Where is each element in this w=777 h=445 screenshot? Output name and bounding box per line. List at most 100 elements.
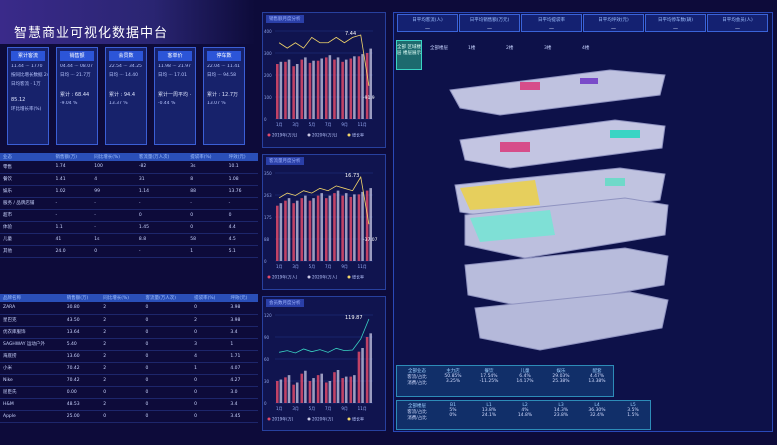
table-row[interactable]: 屈臣氏 0.00 0 0 0 3.0: [0, 386, 258, 399]
stat-item[interactable]: 全部楼层 客流/占比 消费/占比: [398, 403, 436, 429]
bar[interactable]: [333, 193, 336, 261]
bar[interactable]: [325, 57, 328, 119]
bar[interactable]: [279, 203, 283, 261]
column-header[interactable]: 客流量(万人次): [142, 294, 192, 302]
bar[interactable]: [304, 370, 307, 403]
bar[interactable]: [312, 378, 315, 403]
bar[interactable]: [333, 59, 336, 119]
column-header[interactable]: 坪效(元): [225, 153, 258, 161]
bar[interactable]: [369, 333, 372, 403]
stat-item[interactable]: L3 14.3% 23.8%: [542, 403, 580, 429]
floor-3[interactable]: [454, 167, 666, 223]
bar[interactable]: [365, 190, 369, 261]
kpi-card[interactable]: 客单价 11.98 ··· 21.97 日均 ··· 17.01 累计一周平均 · -0…: [154, 47, 196, 145]
column-header[interactable]: 同比增长(%): [91, 153, 136, 161]
column-header[interactable]: 提袋率(%): [191, 294, 228, 302]
bar[interactable]: [336, 370, 340, 403]
bar[interactable]: [320, 193, 323, 261]
bar[interactable]: [341, 195, 344, 261]
bar[interactable]: [328, 195, 332, 261]
stat-item[interactable]: 餐饮 17.54% -11.25%: [470, 368, 508, 394]
bar[interactable]: [287, 198, 291, 261]
stat-item[interactable]: L4 36.30% 32.4%: [578, 403, 616, 429]
bar[interactable]: [361, 191, 364, 261]
table-row[interactable]: Nike 70.42 2 0 0 4.27: [0, 374, 258, 387]
legend-label[interactable]: 增长率: [352, 132, 364, 138]
legend-label[interactable]: 2020年(万): [312, 416, 334, 422]
stat-item[interactable]: 儿童 6.4% 14.17%: [506, 368, 544, 394]
table-row[interactable]: 超市 - -0 0 0: [0, 209, 258, 222]
column-header[interactable]: 坪效(元): [227, 294, 258, 302]
floor-2[interactable]: [464, 197, 669, 259]
bar[interactable]: [325, 198, 328, 261]
table-row[interactable]: 其他 24.0 0-1 5.1: [0, 245, 258, 258]
header-tab[interactable]: 日平均会员(人) —: [707, 14, 768, 32]
bar[interactable]: [316, 60, 320, 119]
table-row[interactable]: 餐饮 1.41 4 31 8 1.08: [0, 173, 258, 186]
column-header[interactable]: 销售额(万): [63, 294, 101, 302]
bar[interactable]: [365, 53, 369, 119]
bar[interactable]: [333, 372, 336, 403]
bar[interactable]: [357, 56, 361, 119]
table-row[interactable]: 儿童 41 1s 8.8 58 4.5: [0, 233, 258, 246]
bar[interactable]: [320, 58, 323, 120]
bar[interactable]: [276, 64, 279, 119]
floor-tab[interactable]: 3楼: [544, 46, 552, 51]
stat-item[interactable]: 配套 4.47% 13.38%: [578, 368, 616, 394]
floor-5[interactable]: [449, 69, 666, 116]
bar[interactable]: [349, 196, 353, 261]
table-row[interactable]: 优衣库服饰 13.64 2 0 0 3.4: [0, 326, 258, 339]
table-row[interactable]: Apple 25.00 0 0 0 3.45: [0, 410, 258, 423]
bar[interactable]: [304, 195, 307, 261]
table-row[interactable]: H&M 48.53 2 0 0 3.4: [0, 398, 258, 411]
bar[interactable]: [341, 378, 344, 403]
bar[interactable]: [369, 48, 372, 119]
header-tab[interactable]: 日平均提袋率 —: [521, 14, 582, 32]
stat-item[interactable]: L2 4% 14.8%: [506, 403, 544, 429]
table-row[interactable]: 零售 1.74 100 -82 3s 10.1: [0, 161, 258, 174]
table-row[interactable]: 海底捞 13.60 2 0 4 1.71: [0, 350, 258, 363]
bar[interactable]: [292, 384, 295, 403]
header-tab[interactable]: 日平均销售额(万元) —: [459, 14, 520, 32]
column-header[interactable]: 业态: [0, 153, 53, 161]
floor-b1[interactable]: [474, 291, 669, 351]
column-header[interactable]: 同比增长(%): [100, 294, 143, 302]
floor-tab[interactable]: 4楼: [582, 46, 590, 51]
bar[interactable]: [344, 59, 348, 119]
bar[interactable]: [357, 194, 361, 261]
legend-label[interactable]: 2019年(万元): [272, 132, 298, 138]
bar[interactable]: [295, 200, 299, 261]
bar[interactable]: [276, 381, 279, 403]
stat-item[interactable]: L5 3.5% 1.5%: [614, 403, 652, 429]
bar[interactable]: [300, 198, 304, 261]
bar[interactable]: [312, 198, 315, 261]
bar[interactable]: [336, 57, 340, 119]
floor-tab[interactable]: 1楼: [468, 46, 476, 51]
kpi-card[interactable]: 停车数 22.04 ··· 11.41 日均 ··· 94.58 累计 : 12.7万…: [203, 47, 245, 145]
bar[interactable]: [320, 373, 323, 403]
bar[interactable]: [279, 61, 283, 119]
bar[interactable]: [353, 375, 356, 403]
bar[interactable]: [300, 373, 304, 403]
bar[interactable]: [365, 337, 369, 403]
bar[interactable]: [353, 56, 356, 119]
column-header[interactable]: 销售额(万): [52, 153, 92, 161]
kpi-card[interactable]: 会员数 22.54 ··· 34.25 日均 ··· 14.40 累计 : 94.4 1…: [105, 47, 147, 145]
column-header[interactable]: 品牌名称: [0, 294, 64, 302]
table-row[interactable]: 星巴克 43.50 2 0 2 3.98: [0, 314, 258, 327]
table-row[interactable]: ZARA 30.80 2 0 0 3.98: [0, 302, 258, 315]
floor-4[interactable]: [459, 119, 666, 169]
table-row[interactable]: 服务 / 品牌店铺 - - - - -: [0, 197, 258, 210]
bar[interactable]: [295, 382, 299, 403]
bar[interactable]: [304, 57, 307, 119]
table-row[interactable]: 娱乐 1.02 99 1.14 88 13.76: [0, 185, 258, 198]
bar[interactable]: [284, 377, 287, 403]
bar[interactable]: [316, 195, 320, 261]
bar[interactable]: [357, 351, 361, 403]
header-tab[interactable]: 日平均客流(人) —: [397, 14, 458, 32]
legend-label[interactable]: 2020年(万人): [312, 274, 338, 280]
table-row[interactable]: 体验 1.1-1.45 0 4.4: [0, 221, 258, 234]
table-row[interactable]: SAGHWAY 运动户外 5.40 2 0 3 1: [0, 338, 258, 351]
table-row[interactable]: 小米 70.42 2 0 1 4.07: [0, 362, 258, 375]
bar[interactable]: [341, 61, 344, 119]
